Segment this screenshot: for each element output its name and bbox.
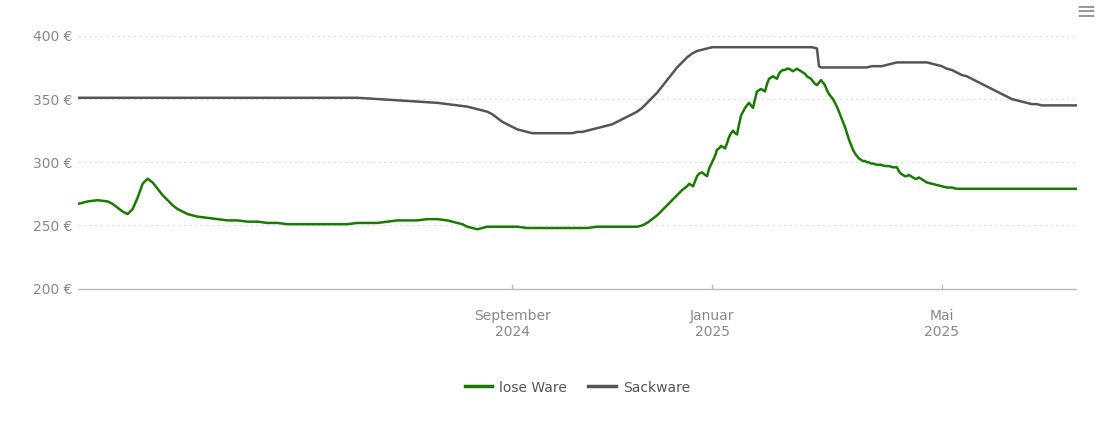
- Text: ≡: ≡: [1076, 0, 1097, 24]
- Legend: lose Ware, Sackware: lose Ware, Sackware: [460, 375, 695, 400]
